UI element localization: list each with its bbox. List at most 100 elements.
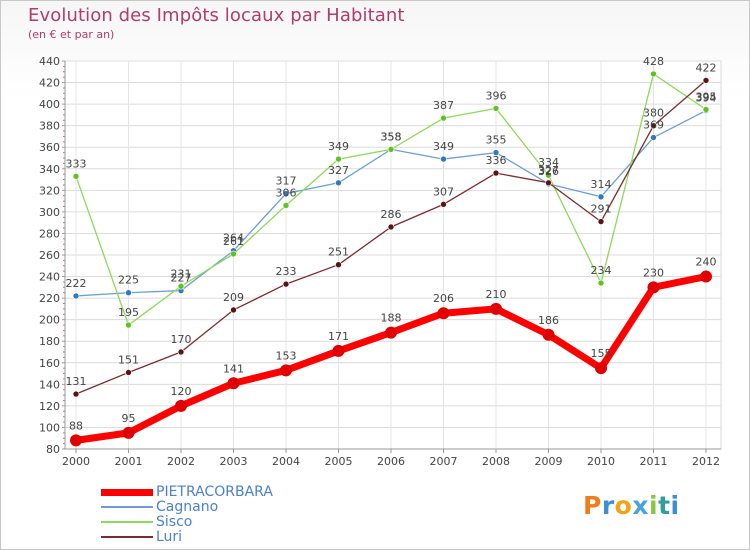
data-point (70, 434, 82, 447)
data-point (542, 328, 555, 341)
data-label: 349 (433, 140, 454, 153)
data-point (650, 70, 657, 78)
y-tick-label: 320 (39, 184, 60, 197)
y-tick-label: 140 (39, 378, 60, 391)
data-point (125, 289, 132, 297)
data-point (440, 155, 447, 163)
data-point (125, 321, 132, 329)
data-point (440, 114, 447, 122)
data-point (227, 377, 240, 390)
data-point (387, 146, 395, 153)
data-label: 88 (69, 419, 83, 432)
data-label: 227 (171, 272, 192, 285)
proxiti-logo: Proxiti (583, 491, 680, 520)
data-label: 334 (538, 156, 559, 169)
legend-label: Cagnano (156, 499, 219, 515)
data-label: 380 (643, 107, 664, 120)
logo-letter: o (614, 491, 633, 520)
data-point (72, 173, 80, 180)
data-label: 422 (696, 61, 717, 74)
y-tick-label: 180 (39, 335, 60, 348)
logo-letter: i (670, 491, 680, 520)
data-point (282, 202, 290, 209)
data-point (335, 261, 342, 269)
x-tick-label: 2010 (587, 455, 615, 468)
data-label: 195 (118, 306, 139, 319)
data-label: 327 (538, 164, 559, 177)
data-label: 151 (118, 353, 139, 366)
data-point (72, 292, 80, 300)
data-point (492, 169, 500, 177)
data-label: 326 (538, 165, 559, 178)
data-point (650, 134, 657, 141)
data-point (545, 171, 552, 179)
legend-item-sisco[interactable]: Sisco (101, 515, 361, 530)
chart-legend: PIETRACORBARA Cagnano Sisco Luri (101, 485, 361, 545)
data-point (650, 122, 657, 129)
data-point (177, 348, 185, 356)
legend-item-luri[interactable]: Luri (101, 530, 361, 545)
data-point (230, 250, 237, 258)
legend-item-cagnano[interactable]: Cagnano (101, 500, 361, 515)
y-tick-label: 380 (39, 120, 60, 133)
data-label: 131 (66, 375, 87, 388)
logo-letter: t (658, 491, 671, 520)
data-label: 206 (433, 292, 454, 305)
data-label: 395 (696, 91, 717, 104)
data-point (492, 149, 500, 156)
data-label: 120 (171, 385, 192, 398)
legend-swatch (101, 521, 153, 523)
data-point (177, 282, 185, 290)
data-label: 349 (328, 140, 349, 153)
data-point (385, 326, 397, 339)
data-point (597, 279, 605, 287)
data-point (647, 281, 660, 294)
data-point (700, 270, 712, 283)
legend-label: PIETRACORBARA (156, 484, 273, 500)
data-point (545, 179, 552, 187)
x-tick-label: 2008 (482, 455, 510, 468)
logo-letter: i (649, 491, 659, 520)
data-label: 314 (591, 178, 612, 191)
data-label: 394 (696, 92, 717, 105)
data-label: 306 (276, 186, 297, 199)
data-point (597, 193, 605, 201)
data-label: 355 (486, 134, 507, 147)
data-point (702, 77, 710, 84)
y-tick-label: 80 (46, 443, 60, 456)
data-label: 188 (381, 312, 402, 325)
data-label: 358 (381, 130, 402, 143)
data-point (387, 223, 395, 231)
data-label: 141 (223, 362, 244, 375)
data-label: 251 (328, 246, 349, 259)
y-tick-label: 200 (39, 314, 60, 327)
y-tick-label: 340 (39, 163, 60, 176)
x-tick-label: 2011 (640, 455, 668, 468)
y-tick-label: 280 (39, 227, 60, 240)
legend-item-pietracorbara[interactable]: PIETRACORBARA (101, 485, 361, 500)
y-tick-label: 100 (39, 421, 60, 434)
data-label: 231 (171, 267, 192, 280)
logo-letter: r (601, 491, 615, 520)
data-label: 317 (276, 175, 297, 188)
y-tick-label: 240 (39, 271, 60, 284)
data-point (282, 280, 290, 288)
data-point (175, 399, 187, 412)
data-point (332, 344, 345, 357)
x-tick-label: 2003 (220, 455, 248, 468)
data-label: 291 (591, 203, 612, 216)
data-label: 358 (381, 130, 402, 143)
data-point (125, 369, 132, 376)
data-point (282, 190, 290, 197)
data-point (230, 306, 237, 314)
x-tick-label: 2001 (115, 455, 143, 468)
y-tick-label: 360 (39, 141, 60, 154)
data-label: 286 (381, 208, 402, 221)
x-tick-label: 2006 (377, 455, 405, 468)
x-tick-label: 2000 (62, 455, 90, 468)
legend-swatch (101, 488, 153, 496)
data-label: 233 (276, 265, 297, 278)
data-label: 264 (223, 232, 244, 245)
